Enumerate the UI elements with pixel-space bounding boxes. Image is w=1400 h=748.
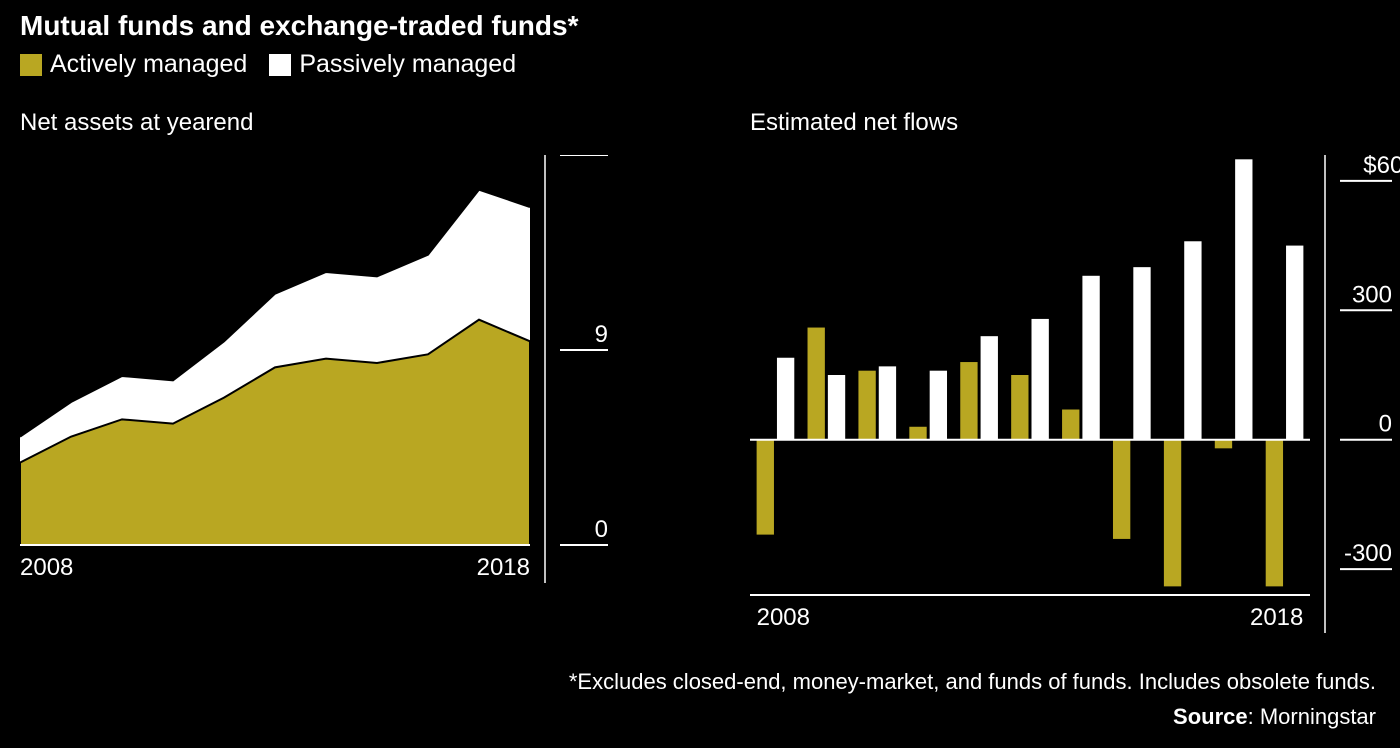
left-chart: Net assets at yearend $18t9020082018 xyxy=(20,109,650,644)
legend-item-active: Actively managed xyxy=(20,50,247,79)
svg-text:9: 9 xyxy=(595,321,608,348)
legend-swatch-active xyxy=(20,54,42,76)
svg-text:0: 0 xyxy=(595,516,608,543)
svg-text:2008: 2008 xyxy=(20,554,73,581)
left-chart-svg: $18t9020082018 xyxy=(20,155,650,589)
legend-swatch-passive xyxy=(269,54,291,76)
footer-source-value: : Morningstar xyxy=(1248,704,1376,729)
svg-text:300: 300 xyxy=(1352,281,1392,308)
legend-item-passive: Passively managed xyxy=(269,50,516,79)
right-chart-title: Estimated net flows xyxy=(750,109,1400,137)
legend: Actively managed Passively managed xyxy=(20,50,1380,79)
right-chart-svg: $600b 300 0 -300 2008 2018 xyxy=(750,155,1400,639)
svg-text:-300: -300 xyxy=(1344,540,1392,567)
svg-text:0: 0 xyxy=(1379,411,1392,438)
chart-title: Mutual funds and exchange-traded funds* xyxy=(20,10,1380,42)
left-chart-title: Net assets at yearend xyxy=(20,109,650,137)
svg-text:2018: 2018 xyxy=(1250,604,1303,631)
footer-note: *Excludes closed-end, money-market, and … xyxy=(569,664,1376,699)
svg-text:$600b: $600b xyxy=(1363,155,1400,179)
svg-text:2008: 2008 xyxy=(757,604,810,631)
legend-label-passive: Passively managed xyxy=(299,50,516,79)
right-chart: Estimated net flows $600b 300 0 -300 2008 201… xyxy=(750,109,1400,644)
footer-source-label: Source xyxy=(1173,704,1248,729)
svg-text:2018: 2018 xyxy=(477,554,530,581)
legend-label-active: Actively managed xyxy=(50,50,247,79)
footer: *Excludes closed-end, money-market, and … xyxy=(569,664,1376,734)
